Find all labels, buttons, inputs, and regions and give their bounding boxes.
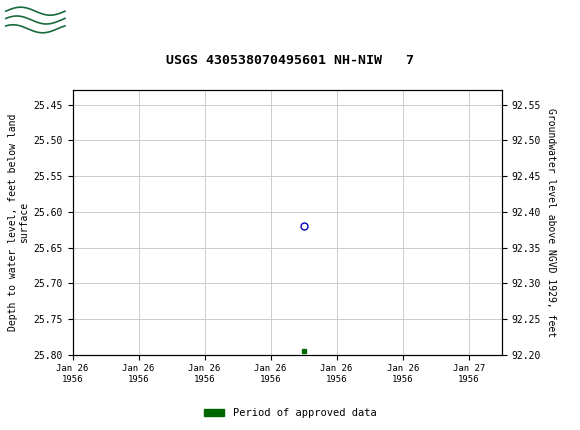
Y-axis label: Groundwater level above NGVD 1929, feet: Groundwater level above NGVD 1929, feet xyxy=(546,108,556,337)
Legend: Period of approved data: Period of approved data xyxy=(200,404,380,423)
FancyBboxPatch shape xyxy=(5,3,63,37)
Text: USGS 430538070495601 NH-NIW   7: USGS 430538070495601 NH-NIW 7 xyxy=(166,54,414,67)
Text: USGS: USGS xyxy=(72,12,119,28)
Y-axis label: Depth to water level, feet below land
surface: Depth to water level, feet below land su… xyxy=(8,114,29,331)
